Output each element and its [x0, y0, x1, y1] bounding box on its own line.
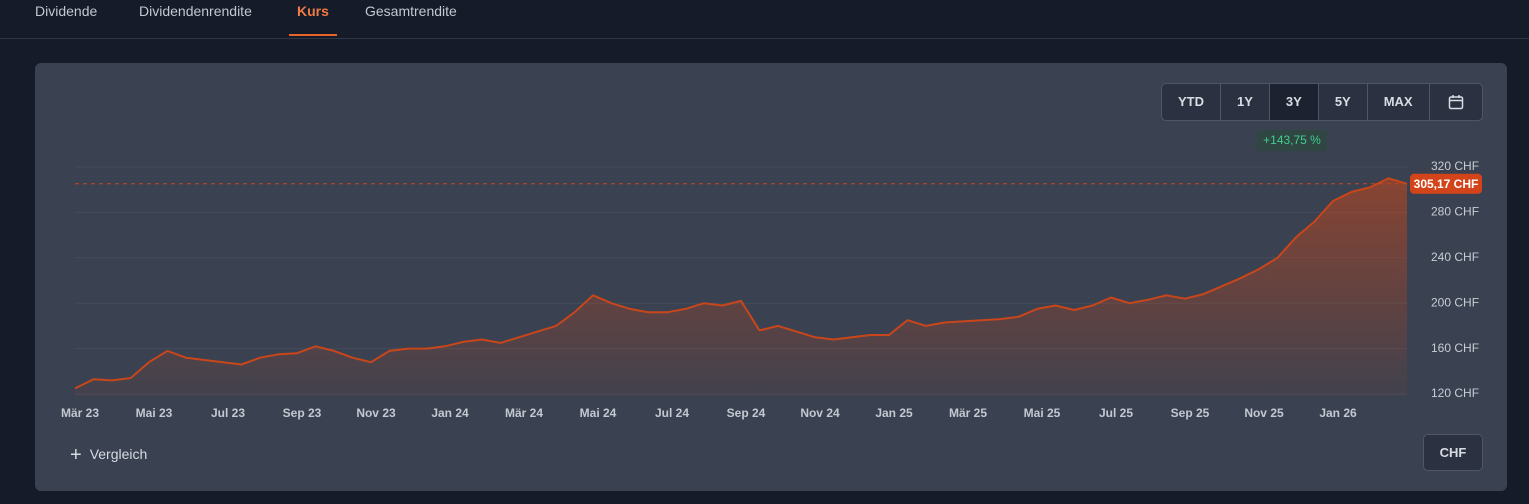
x-tick-label: Mär 25: [949, 406, 987, 420]
tab-bar: Dividende Dividendenrendite Kurs Gesamtrend…: [0, 0, 1529, 39]
current-price-badge: [1410, 173, 1482, 194]
x-tick-label: Mai 24: [580, 406, 617, 420]
change-badge: +143,75 %: [1257, 130, 1327, 151]
range-button[interactable]: YTD: [1162, 84, 1221, 120]
price-line: [74, 177, 1408, 390]
y-tick-label: 240 CHF: [1431, 250, 1479, 264]
x-tick-label: Jan 25: [875, 406, 913, 420]
x-tick-label: Mär 24: [505, 406, 543, 420]
tab[interactable]: Dividende: [35, 3, 98, 19]
x-tick-label: Jan 24: [431, 406, 469, 420]
calendar-button[interactable]: [1430, 84, 1482, 120]
x-tick-label: Jan 26: [1319, 406, 1357, 420]
range-button[interactable]: MAX: [1368, 84, 1430, 120]
x-tick-label: Mär 23: [61, 406, 99, 420]
range-button[interactable]: 5Y: [1319, 84, 1368, 120]
x-tick-label: Jul 25: [1099, 406, 1133, 420]
range-selector: YTD 1Y 3Y 5Y MAX: [1161, 83, 1483, 121]
x-tick-label: Jul 24: [655, 406, 689, 420]
y-tick-label: 280 CHF: [1431, 205, 1479, 219]
x-tick-label: Nov 23: [356, 406, 396, 420]
currency-button[interactable]: CHF: [1423, 434, 1483, 471]
y-tick-label: 200 CHF: [1431, 295, 1479, 309]
price-area: [75, 178, 1407, 397]
x-tick-label: Mai 25: [1024, 406, 1061, 420]
current-price-label: 305,17 CHF: [1414, 177, 1479, 191]
y-tick-label: 160 CHF: [1431, 341, 1479, 355]
x-tick-label: Sep 24: [727, 406, 766, 420]
compare-button[interactable]: + Vergleich: [70, 444, 148, 466]
range-button[interactable]: 3Y: [1269, 84, 1319, 120]
y-tick-label: 320 CHF: [1431, 159, 1479, 173]
calendar-icon: [1448, 95, 1463, 110]
x-tick-label: Nov 24: [800, 406, 840, 420]
y-tick-label: 120 CHF: [1431, 386, 1479, 400]
x-tick-label: Mai 23: [136, 406, 173, 420]
x-tick-label: Nov 25: [1244, 406, 1284, 420]
x-tick-label: Jul 23: [211, 406, 245, 420]
tab[interactable]: Kurs: [289, 3, 337, 36]
compare-label: Vergleich: [89, 446, 148, 462]
x-tick-label: Sep 25: [1171, 406, 1210, 420]
x-tick-label: Sep 23: [283, 406, 322, 420]
tab[interactable]: Gesamtrendite: [365, 3, 457, 19]
range-button[interactable]: 1Y: [1221, 84, 1270, 120]
tab[interactable]: Dividendenrendite: [139, 3, 252, 19]
